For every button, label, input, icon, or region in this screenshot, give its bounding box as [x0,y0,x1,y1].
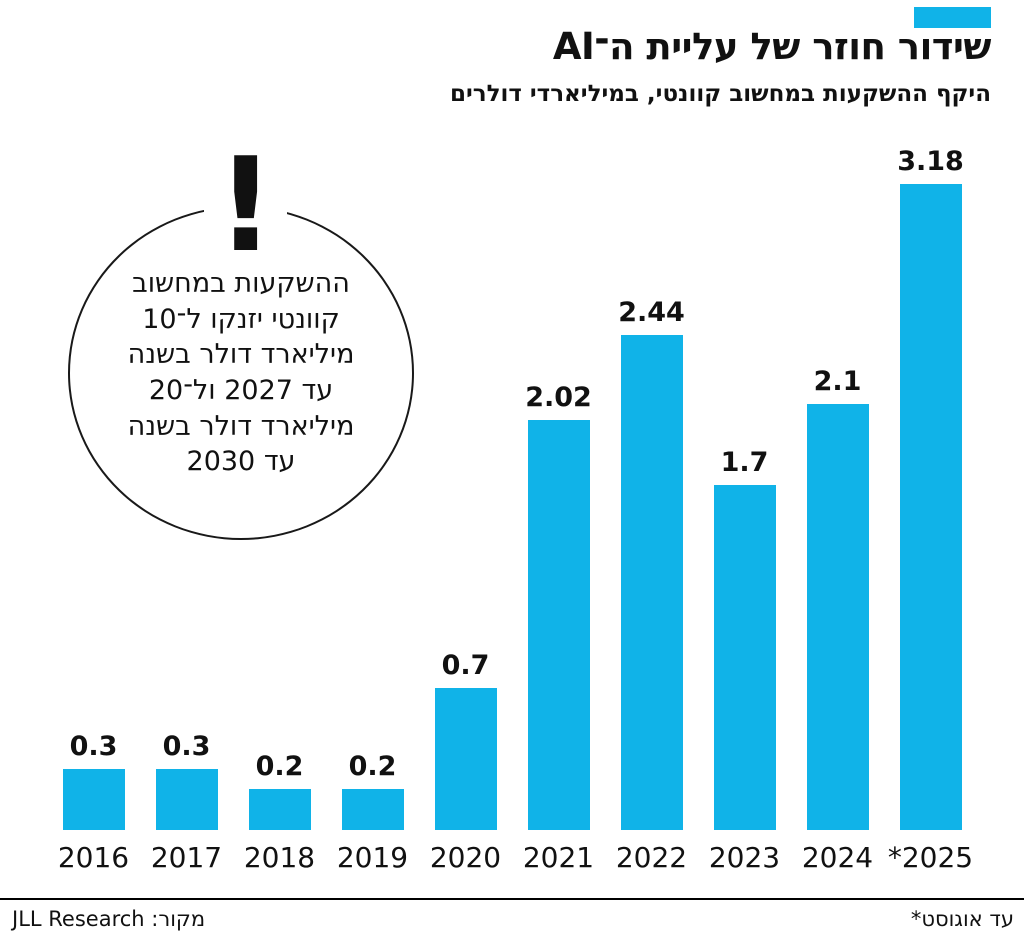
x-axis-label: 2021 [522,841,595,874]
x-axis-label: 2017 [150,841,223,874]
bar [434,688,497,830]
bar [806,404,869,830]
bar-column: 2.02 2021 [512,382,605,875]
bar-value-label: 0.2 [348,751,397,782]
chart-title: שידור חוזר של עליית ה־AI [552,25,992,68]
bar-column: 0.3 2017 [140,731,233,875]
bar-column: 0.2 2018 [233,751,326,875]
x-axis-label: 2018 [243,841,316,874]
exclamation-mark-icon: ! [204,140,288,270]
x-axis-label: 2022 [615,841,688,874]
x-axis-label: 2024 [801,841,874,874]
accent-swatch [914,7,991,28]
bar [341,789,404,830]
bar [713,485,776,830]
bar-value-label: 0.3 [162,731,211,762]
annotation-circle: ההשקעות במחשוב קוונטי יזנקו ל־10 מיליארד… [68,206,414,540]
x-axis-label: 2023 [708,841,781,874]
bar-value-label: 2.02 [525,382,592,413]
bar-value-label: 2.44 [618,297,685,328]
footnote: *עד אוגוסט [910,907,1014,931]
bar [527,420,590,830]
bar-column: 0.7 2020 [419,650,512,875]
bar [620,335,683,830]
bar [62,769,125,830]
bar-value-label: 0.3 [69,731,118,762]
bar-chart: 0.3 2016 0.3 2017 0.2 2018 0.2 2019 0.7 2020 2.02 2… [47,130,977,875]
bar-value-label: 3.18 [897,146,964,177]
footer-divider [0,898,1024,900]
bar-column: 2.1 2024 [791,366,884,875]
source-credit: מקור: JLL Research [12,907,206,931]
x-axis-label: 2016 [57,841,130,874]
bar-column: 2.44 2022 [605,297,698,875]
bar-column: 3.18 *2025 [884,146,977,875]
bar [155,769,218,830]
annotation-text: ההשקעות במחשוב קוונטי יזנקו ל־10 מיליארד… [127,268,355,478]
bar-value-label: 1.7 [720,447,769,478]
bar-column: 1.7 2023 [698,447,791,875]
bar [899,184,962,830]
x-axis-label: 2019 [336,841,409,874]
bar-value-label: 0.7 [441,650,490,681]
bar-column: 0.2 2019 [326,751,419,875]
bar-value-label: 0.2 [255,751,304,782]
x-axis-label: 2020 [429,841,502,874]
chart-subtitle: היקף ההשקעות במחשוב קוונטי, במיליארדי דו… [449,81,991,107]
bar [248,789,311,830]
x-axis-label: *2025 [887,841,974,874]
bar-column: 0.3 2016 [47,731,140,875]
bar-value-label: 2.1 [813,366,862,397]
